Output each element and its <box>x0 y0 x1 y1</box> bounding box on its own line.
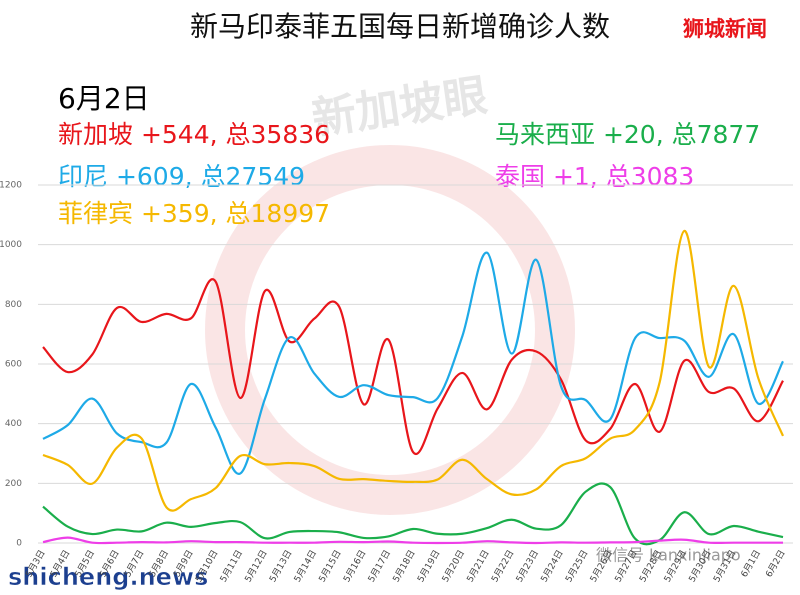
x-tick-label: 5月21日 <box>465 548 492 584</box>
x-tick-label: 6月2日 <box>764 548 788 579</box>
annotation: 新加坡 +544, 总35836 <box>58 120 330 149</box>
x-tick-label: 5月16日 <box>341 548 368 584</box>
x-tick-label: 5月24日 <box>539 548 566 584</box>
x-tick-label: 5月13日 <box>267 548 294 584</box>
x-tick-label: 5月25日 <box>563 548 590 584</box>
annotation: 菲律宾 +359, 总18997 <box>58 199 330 228</box>
x-tick-label: 5月14日 <box>292 548 319 584</box>
annotation: 印尼 +609, 总27549 <box>58 162 305 191</box>
x-tick-label: 5月15日 <box>317 548 344 584</box>
watermark: 微信号 kanxinjiapo <box>596 546 741 565</box>
watermark: shicheng.news <box>8 563 208 591</box>
x-tick-label: 5月12日 <box>243 548 270 584</box>
date-label: 6月2日 <box>58 82 150 115</box>
series-line <box>42 536 783 545</box>
x-tick-label: 5月18日 <box>391 548 418 584</box>
y-tick-label: 1200 <box>0 181 22 191</box>
x-tick-label: 6月1日 <box>739 548 763 579</box>
chart-title: 新马印泰菲五国每日新增确诊人数 <box>190 10 610 43</box>
watermark: 新加坡眼 <box>309 70 490 145</box>
y-tick-label: 200 <box>5 479 22 489</box>
x-tick-label: 5月20日 <box>440 548 467 584</box>
brand: 狮城新闻 <box>683 17 767 41</box>
x-tick-label: 5月22日 <box>489 548 516 584</box>
y-tick-label: 600 <box>5 360 22 370</box>
y-tick-label: 0 <box>16 539 22 549</box>
x-tick-label: 5月11日 <box>218 548 245 584</box>
series-line <box>42 278 784 456</box>
annotation: 泰国 +1, 总3083 <box>495 162 694 191</box>
y-tick-label: 800 <box>5 300 22 310</box>
x-tick-label: 5月19日 <box>415 548 442 584</box>
series-line <box>42 251 784 475</box>
annotation: 马来西亚 +20, 总7877 <box>495 120 760 149</box>
y-tick-label: 400 <box>5 419 22 429</box>
x-tick-label: 5月23日 <box>514 548 541 584</box>
x-tick-label: 5月17日 <box>366 548 393 584</box>
y-tick-label: 1000 <box>0 240 22 250</box>
series-line <box>42 229 785 512</box>
